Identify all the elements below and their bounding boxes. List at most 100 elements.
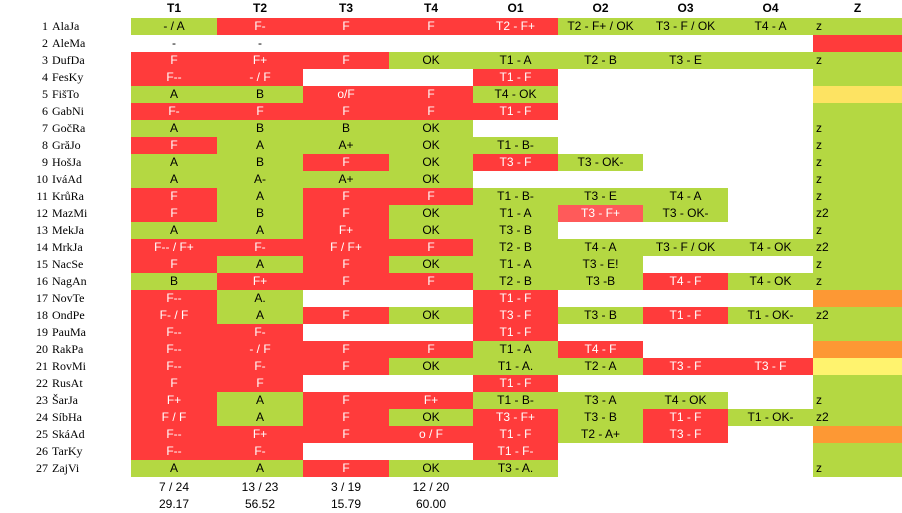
grade-cell-o1: T1 - F (473, 426, 558, 443)
grade-cell-t2: - / F (217, 341, 303, 358)
student-code: SkáAd (52, 427, 85, 441)
grade-cell-z: z (813, 120, 902, 137)
grade-cell-o2 (558, 137, 643, 154)
grade-cell-o2 (558, 443, 643, 460)
student-code: MazMi (52, 206, 88, 220)
grade-cell-o1: T1 - A (473, 205, 558, 222)
grade-cell-t1: F (131, 375, 217, 392)
grade-cell-t1: F-- (131, 69, 217, 86)
row-label: 26 TarKy (20, 443, 130, 460)
row-label: 17 NovTe (20, 290, 130, 307)
student-code: RovMi (52, 359, 87, 373)
grade-cell-o3: T3 - F (643, 358, 728, 375)
row-label: 15 NacSe (20, 256, 130, 273)
grade-cell-o2: T3 - OK- (558, 154, 643, 171)
grade-cell-o4 (728, 205, 813, 222)
grade-cell-o2: T2 - B (558, 52, 643, 69)
grade-cell-o4 (728, 290, 813, 307)
row-label: 6 GabNi (20, 103, 130, 120)
grade-cell-z: z (813, 154, 902, 171)
grade-cell-t4: F (389, 103, 473, 120)
row-label: 10 IváAd (20, 171, 130, 188)
row-label: 1 AlaJa (20, 18, 130, 35)
grade-cell-t2: F- (217, 18, 303, 35)
grade-cell-t3: F (303, 426, 389, 443)
grade-cell-t4: OK (389, 52, 473, 69)
grade-cell-o2 (558, 120, 643, 137)
grade-cell-o2 (558, 35, 643, 52)
row-label: 20 RakPa (20, 341, 130, 358)
grade-cell-z: z (813, 137, 902, 154)
grade-cell-o2 (558, 460, 643, 477)
grade-cell-t1: F (131, 188, 217, 205)
row-number: 1 (42, 19, 48, 33)
student-code: ŠarJa (52, 393, 78, 407)
grade-cell-t2: A (217, 188, 303, 205)
grade-cell-t1: B (131, 273, 217, 290)
grade-cell-t1: F-- (131, 443, 217, 460)
grade-cell-t3 (303, 375, 389, 392)
grade-cell-o4 (728, 35, 813, 52)
grade-cell-t3: B (303, 120, 389, 137)
row-label: 12 MazMi (20, 205, 130, 222)
grade-cell-z (813, 69, 902, 86)
grade-cell-t2: B (217, 154, 303, 171)
grade-cell-t3: F (303, 307, 389, 324)
row-number: 25 (36, 427, 48, 441)
grade-cell-t1: F-- (131, 290, 217, 307)
grade-cell-t2: B (217, 120, 303, 137)
grade-cell-o4 (728, 324, 813, 341)
grade-cell-t3: F (303, 273, 389, 290)
grade-cell-o4 (728, 443, 813, 460)
student-code: AlaJa (52, 19, 80, 33)
grade-cell-t2: F+ (217, 52, 303, 69)
grade-cell-o1: T1 - A (473, 52, 558, 69)
column-header-t3: T3 (338, 1, 353, 15)
row-number: 10 (36, 172, 48, 186)
grade-cell-t3 (303, 69, 389, 86)
student-code: DufDa (52, 53, 85, 67)
grade-cell-t4: F+ (389, 392, 473, 409)
row-number: 4 (42, 70, 48, 84)
row-label: 13 MekJa (20, 222, 130, 239)
row-label: 8 GrăJo (20, 137, 130, 154)
row-number: 8 (42, 138, 48, 152)
grade-cell-t3: F (303, 18, 389, 35)
student-code: GrăJo (52, 138, 81, 152)
grade-cell-t1: F-- (131, 341, 217, 358)
grade-cell-z: z (813, 460, 902, 477)
grade-cell-t1: F- / F (131, 307, 217, 324)
grade-cell-t3: F (303, 103, 389, 120)
pass-percent: 56.52 (244, 497, 276, 511)
grade-cell-t3: F / F+ (303, 239, 389, 256)
grade-cell-t3: F (303, 358, 389, 375)
grade-cell-t1: A (131, 154, 217, 171)
grade-cell-t3: F (303, 460, 389, 477)
grade-cell-t4: OK (389, 222, 473, 239)
grade-cell-o4 (728, 137, 813, 154)
row-label: 14 MrkJa (20, 239, 130, 256)
row-label: 25 SkáAd (20, 426, 130, 443)
grade-cell-t2: B (217, 86, 303, 103)
student-code: NovTe (52, 291, 85, 305)
grade-cell-o3 (643, 120, 728, 137)
grade-cell-t2: F- (217, 358, 303, 375)
grade-cell-z (813, 443, 902, 460)
grade-cell-t4: OK (389, 256, 473, 273)
pass-count: 13 / 23 (241, 480, 279, 494)
pass-count: 7 / 24 (158, 480, 190, 494)
student-code: TarKy (52, 444, 83, 458)
grade-cell-z: z2 (813, 307, 902, 324)
row-number: 14 (36, 240, 48, 254)
grade-cell-t3: F (303, 154, 389, 171)
grade-cell-o1 (473, 171, 558, 188)
student-code: SíbHa (52, 410, 82, 424)
grade-cell-o2 (558, 324, 643, 341)
row-label: 7 GočRa (20, 120, 130, 137)
grade-cell-t1: - (172, 36, 176, 50)
pass-percent: 15.79 (330, 497, 362, 511)
student-code: MekJa (52, 223, 84, 237)
grade-cell-o1: T1 - B- (473, 137, 558, 154)
student-code: ZajVi (52, 461, 80, 475)
student-code: NagAn (52, 274, 87, 288)
